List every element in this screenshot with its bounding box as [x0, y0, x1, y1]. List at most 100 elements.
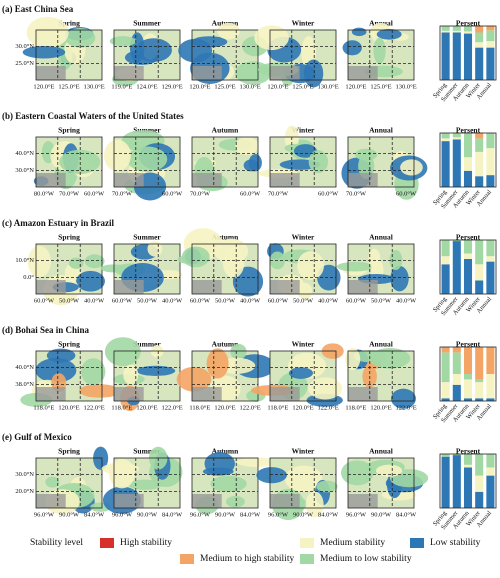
map-region	[369, 347, 411, 369]
bar-segment	[441, 133, 450, 139]
lon-label: 40.0°W	[396, 297, 417, 304]
map-title: Autumn	[212, 19, 240, 28]
map-region	[36, 494, 66, 508]
legend-swatch	[300, 554, 314, 564]
bar-segment	[441, 240, 450, 257]
map-region	[243, 159, 259, 172]
map-region	[225, 495, 245, 508]
chart-frame	[439, 239, 497, 295]
map-region	[103, 139, 131, 172]
map-region	[176, 366, 212, 392]
lon-label: 50.0°W	[59, 297, 80, 304]
map-region	[297, 251, 324, 280]
bar-segment	[463, 157, 473, 171]
lon-label: 70.0°W	[190, 190, 211, 197]
map-region	[192, 494, 222, 508]
bar-segment	[475, 176, 484, 187]
bar-segment	[486, 347, 495, 374]
bar-segment	[463, 454, 473, 465]
lon-label: 40.0°W	[162, 297, 183, 304]
lon-label: 120.0°E	[58, 404, 79, 411]
map-region	[375, 464, 403, 477]
legend-label: Medium to low stability	[320, 554, 412, 564]
lon-label: 122.0°E	[161, 404, 182, 411]
bar-segment	[475, 454, 484, 476]
lon-label: 118.0°E	[267, 404, 288, 411]
bar-segment	[463, 170, 473, 187]
map-frame	[269, 243, 337, 295]
bar-segment	[452, 455, 461, 508]
map-region	[270, 387, 300, 401]
lat-label: 30.0°N	[15, 167, 34, 174]
map-region	[348, 387, 378, 401]
bar-segment	[463, 398, 473, 401]
map-region	[256, 467, 287, 484]
bar-segment	[475, 398, 484, 401]
legend-title: Stability level	[30, 538, 83, 548]
bar-segment	[441, 456, 450, 508]
lon-label: 118.0°E	[189, 404, 210, 411]
map-frame	[347, 29, 415, 81]
map-region	[254, 25, 289, 51]
lon-label: 60.0°W	[190, 297, 211, 304]
map-region	[316, 480, 338, 493]
lon-label: 84.0°W	[396, 511, 417, 518]
map-title: Winter	[292, 340, 315, 349]
lat-label: 40.0°N	[15, 364, 34, 371]
map-title: Autumn	[212, 126, 240, 135]
map-region	[68, 257, 84, 269]
lat-label: 30.0°N	[15, 471, 34, 478]
bar-segment	[486, 398, 495, 401]
map-region	[192, 280, 222, 294]
bar-segment	[486, 41, 495, 48]
map-region	[114, 387, 144, 401]
bar-segment	[475, 151, 484, 177]
map-title: Summer	[133, 340, 161, 349]
lon-label: 122.0°E	[83, 404, 104, 411]
map-region	[114, 494, 144, 508]
map-region	[192, 173, 222, 187]
lat-label: 10.0°N	[15, 257, 34, 264]
chart-frame	[439, 132, 497, 188]
map-region	[135, 38, 172, 62]
lon-label: 70.0°W	[59, 190, 80, 197]
lon-label: 120.0°E	[33, 83, 54, 90]
bar-segment	[452, 374, 461, 385]
lon-label: 60.0°W	[318, 190, 339, 197]
legend-label: Medium to high stability	[200, 554, 294, 564]
lat-label: 40.0°N	[15, 150, 34, 157]
lon-label: 122.0°E	[317, 404, 338, 411]
bar-segment	[486, 26, 495, 31]
chart-title: Persent	[456, 126, 481, 135]
map-title: Spring	[58, 233, 80, 242]
map-region	[214, 238, 249, 264]
map-region	[181, 246, 210, 268]
map-region	[127, 146, 168, 172]
map-title: Spring	[58, 447, 80, 456]
map-region	[376, 29, 402, 40]
bar-segment	[452, 137, 461, 140]
bar-segment	[475, 133, 484, 139]
bar-segment	[475, 138, 484, 152]
lon-label: 90.0°W	[59, 511, 80, 518]
bar-segment	[441, 398, 450, 401]
bar-segment	[463, 347, 473, 374]
bar-segment	[452, 241, 461, 294]
lon-label: 70.0°W	[112, 190, 133, 197]
lon-label: 118.0°E	[33, 404, 54, 411]
bar-segment	[441, 382, 450, 399]
map-region	[348, 494, 378, 508]
bar-segment	[463, 374, 473, 380]
legend-swatch	[100, 538, 114, 548]
bar-segment	[452, 352, 461, 374]
lon-label: 40.0°W	[240, 297, 261, 304]
bar-segment	[486, 261, 495, 294]
lon-label: 125.0°E	[214, 83, 235, 90]
map-title: Summer	[133, 19, 161, 28]
map-region	[36, 280, 66, 294]
chart-title: Persent	[456, 233, 481, 242]
lon-label: 96.0°W	[190, 511, 211, 518]
bar-segment	[441, 454, 450, 457]
chart-title: Persent	[456, 340, 481, 349]
map-region	[389, 250, 403, 270]
